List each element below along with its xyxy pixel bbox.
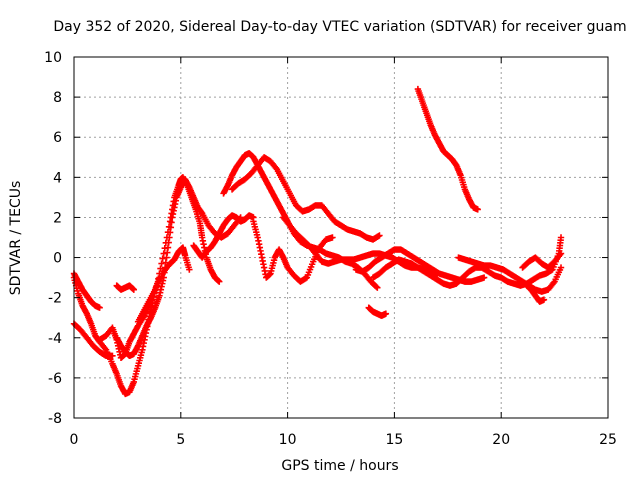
data-point: [96, 304, 103, 311]
y-tick-label: -6: [48, 371, 62, 387]
x-tick-label: 15: [385, 432, 403, 448]
y-tick-label: -4: [48, 331, 62, 347]
axis-ticks: 0 5 10 15 20 25 -8 -6 -4 -2 0 2 4 6 8 10: [44, 50, 617, 448]
data-point: [157, 265, 164, 272]
y-tick-label: 8: [53, 90, 62, 106]
y-tick-label: -2: [48, 291, 62, 307]
series-arc-15: [455, 254, 565, 295]
x-tick-label: 20: [492, 432, 510, 448]
data-point: [557, 234, 565, 241]
x-axis-label: GPS time / hours: [281, 458, 398, 474]
series-arc-16: [519, 250, 565, 271]
data-point: [158, 260, 165, 267]
y-tick-label: -8: [48, 411, 62, 427]
data-point: [557, 264, 565, 271]
series-arc-6: [113, 282, 138, 293]
series-arc-10: [228, 154, 383, 243]
data-point: [540, 296, 548, 303]
data-point: [480, 274, 488, 281]
series-arc-13: [352, 246, 488, 285]
series-arc-7: [134, 244, 193, 325]
data-point: [329, 234, 336, 241]
data-point: [376, 232, 383, 239]
data-point: [130, 286, 138, 293]
series-arc-17: [523, 282, 548, 305]
data-layer: [70, 85, 565, 398]
x-tick-label: 25: [599, 432, 617, 448]
plot-frame: [73, 56, 609, 419]
data-point: [109, 352, 116, 360]
series-arc-3: [70, 320, 116, 360]
y-tick-label: 2: [53, 210, 62, 226]
chart-title: Day 352 of 2020, Sidereal Day-to-day VTE…: [53, 19, 626, 35]
data-point: [160, 250, 167, 257]
y-tick-label: 6: [53, 130, 62, 146]
data-point: [474, 206, 481, 213]
data-point: [216, 278, 223, 285]
y-tick-label: 4: [53, 170, 62, 186]
x-tick-label: 5: [176, 432, 185, 448]
x-tick-label: 0: [70, 432, 79, 448]
data-point: [186, 266, 193, 273]
data-point: [374, 284, 381, 291]
y-axis-label: SDTVAR / TECUs: [8, 181, 24, 296]
series-arc-11: [250, 218, 336, 285]
series-arc-18: [365, 304, 390, 319]
data-point: [373, 283, 380, 290]
data-point: [557, 250, 565, 257]
y-tick-label: 0: [53, 251, 62, 267]
data-point: [159, 255, 166, 262]
y-tick-label: 10: [44, 50, 62, 66]
x-tick-label: 10: [279, 432, 297, 448]
series-arc-19: [414, 85, 481, 213]
series-arc-8: [190, 212, 257, 261]
series-arc-5: [113, 176, 244, 360]
series-arc-2: [70, 270, 103, 311]
data-point: [382, 310, 390, 317]
